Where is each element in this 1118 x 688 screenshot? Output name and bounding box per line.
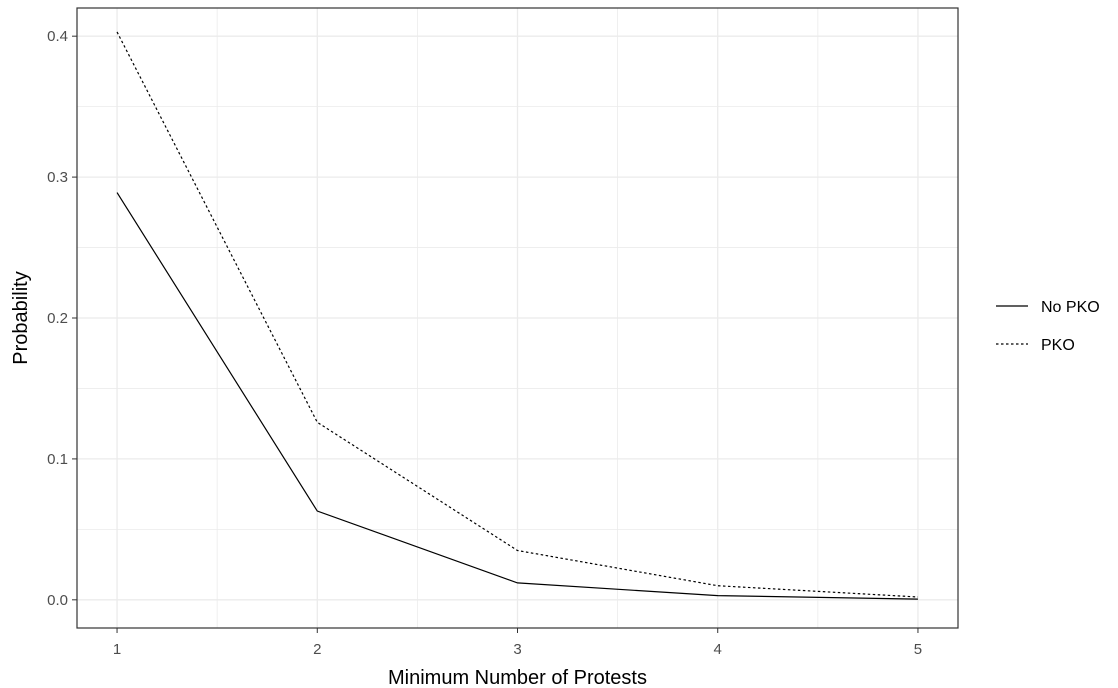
y-tick-label: 0.2 [47, 310, 68, 327]
major-gridlines [77, 8, 958, 628]
x-tick-label: 4 [714, 641, 722, 658]
series-lines [116, 31, 918, 600]
series-line-no-pko [116, 192, 918, 600]
y-tick-label: 0.0 [47, 592, 68, 609]
x-tick-label: 5 [914, 641, 922, 658]
y-axis-title: Probability [10, 271, 32, 364]
y-tick-label: 0.1 [47, 451, 68, 468]
x-tick-label: 2 [313, 641, 321, 658]
legend: No PKO PKO [996, 299, 1100, 354]
y-tick-label: 0.4 [47, 28, 68, 45]
tick-labels: 1 2 3 4 5 0.0 0.1 0.2 0.3 0.4 [47, 28, 922, 658]
y-tick-label: 0.3 [47, 169, 68, 186]
legend-label: PKO [1041, 337, 1075, 354]
legend-item: PKO [996, 337, 1075, 354]
legend-item: No PKO [996, 299, 1100, 316]
legend-label: No PKO [1041, 299, 1100, 316]
series-line-pko [116, 31, 918, 598]
x-tick-label: 3 [513, 641, 521, 658]
x-axis-title: Minimum Number of Protests [388, 667, 647, 688]
x-tick-label: 1 [113, 641, 121, 658]
axis-ticks [72, 35, 919, 633]
